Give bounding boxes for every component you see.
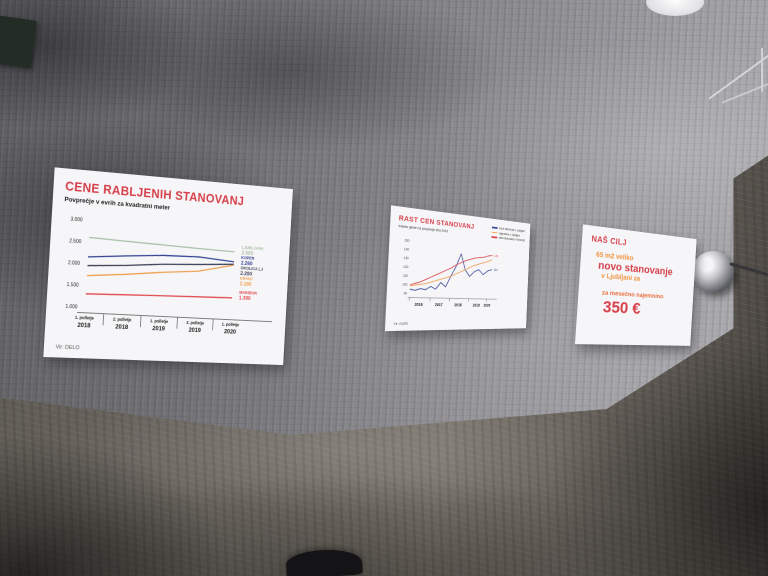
poster-title: NAŠ CILJ [591,234,627,248]
svg-text:150: 150 [404,238,409,242]
svg-text:2. polletje: 2. polletje [113,317,132,323]
svg-text:100: 100 [402,282,407,286]
svg-text:110: 110 [403,273,408,277]
legend-color-dash [491,236,498,239]
svg-text:1.390: 1.390 [239,296,251,302]
legend-color-dash [491,226,498,229]
svg-text:2019: 2019 [188,327,201,334]
svg-text:2017: 2017 [435,302,444,307]
svg-text:140: 140 [404,247,409,251]
svg-text:130: 130 [403,256,408,260]
wire-rack-bar [761,48,763,92]
svg-text:2020: 2020 [483,302,491,307]
poster-our-goal: NAŠ CILJ 65 m2 veliko novo stanovanje v … [574,224,697,346]
poster-used-apartment-prices: CENE RABLJENIH STANOVANJ Povprečje v evr… [43,167,293,366]
poster-price-growth: RAST CEN STANOVANJ Indeks glede na povpr… [384,205,531,332]
svg-text:2018: 2018 [115,324,129,331]
wire-rack [704,44,768,116]
poster-source: Vir: DELO [55,344,80,352]
svg-text:90: 90 [403,291,407,295]
svg-text:2018: 2018 [77,322,91,330]
white-bucket [646,0,704,16]
svg-text:KRANJ: KRANJ [240,276,254,282]
svg-text:2019: 2019 [473,302,481,307]
svg-text:1.500: 1.500 [66,282,79,289]
svg-text:2.500: 2.500 [241,250,253,256]
svg-text:MARIBOR: MARIBOR [239,290,257,296]
svg-text:120: 120 [403,265,408,269]
svg-text:2.260: 2.260 [241,261,253,267]
wire-rack-bar [708,54,768,100]
svg-text:1. polletje: 1. polletje [222,322,240,328]
svg-text:123: 123 [494,268,498,272]
svg-text:2.200: 2.200 [240,271,252,277]
dark-green-mat [0,15,38,69]
svg-text:KOPER: KOPER [241,255,254,261]
svg-text:2018: 2018 [454,302,462,307]
legend-color-dash [491,231,498,234]
svg-text:2.180: 2.180 [240,281,252,287]
svg-text:3.000: 3.000 [70,216,83,223]
svg-text:2. polletje: 2. polletje [186,320,205,326]
svg-text:1. polletje: 1. polletje [150,318,169,324]
price-growth-line-chart: 150 140 130 120 110 100 90 2016 2017 2018 2019 2020… [402,238,498,307]
svg-text:2.000: 2.000 [68,260,81,267]
svg-text:2019: 2019 [152,325,166,332]
goal-price: 350 € [602,297,641,318]
metal-reflector-lamp [692,251,734,293]
svg-text:1.000: 1.000 [65,304,78,311]
svg-text:OKOLICA LJ: OKOLICA LJ [240,265,263,271]
svg-text:2.500: 2.500 [69,238,82,245]
svg-text:2016: 2016 [414,301,423,306]
svg-text:LJUBLJANA: LJUBLJANA [242,245,264,251]
svg-text:2020: 2020 [224,328,237,335]
poster-source: Vir: GURS [393,321,409,326]
svg-text:1. polletje: 1. polletje [75,315,95,321]
svg-text:141: 141 [494,254,498,258]
